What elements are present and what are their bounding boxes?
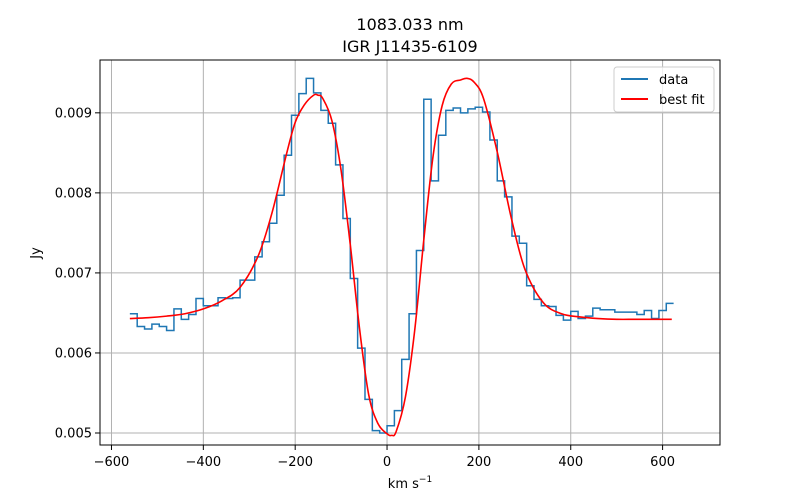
- legend-label-best-fit: best fit: [659, 93, 705, 108]
- y-tick-label: 0.005: [55, 426, 92, 441]
- x-tick-label: −600: [94, 455, 130, 470]
- y-tick-label: 0.009: [55, 106, 92, 121]
- series-best-fit: [129, 77, 672, 437]
- grid: [100, 60, 720, 445]
- chart-title-line1: 1083.033 nm: [356, 15, 463, 34]
- x-tick-label: −400: [185, 455, 221, 470]
- series-layer: [129, 77, 674, 437]
- y-tick-label: 0.006: [55, 346, 92, 361]
- x-tick-label: −200: [277, 455, 313, 470]
- series-data: [129, 77, 674, 434]
- y-axis-label: Jy: [29, 247, 44, 260]
- chart-title-line2: IGR J11435-6109: [342, 37, 477, 56]
- axis-ticks: −600 −400 −200 0 200 400 600 0.005 0.006 0.007 0.0…: [55, 106, 675, 470]
- x-tick-label: 200: [466, 455, 491, 470]
- x-tick-label: 0: [383, 455, 391, 470]
- y-tick-label: 0.007: [55, 266, 92, 281]
- y-tick-label: 0.008: [55, 186, 92, 201]
- legend: data best fit: [613, 66, 715, 113]
- x-axis-label: km s−1: [388, 475, 432, 492]
- legend-label-data: data: [659, 73, 688, 88]
- x-tick-label: 400: [558, 455, 583, 470]
- plot-frame: [99, 59, 721, 446]
- x-tick-label: 600: [650, 455, 675, 470]
